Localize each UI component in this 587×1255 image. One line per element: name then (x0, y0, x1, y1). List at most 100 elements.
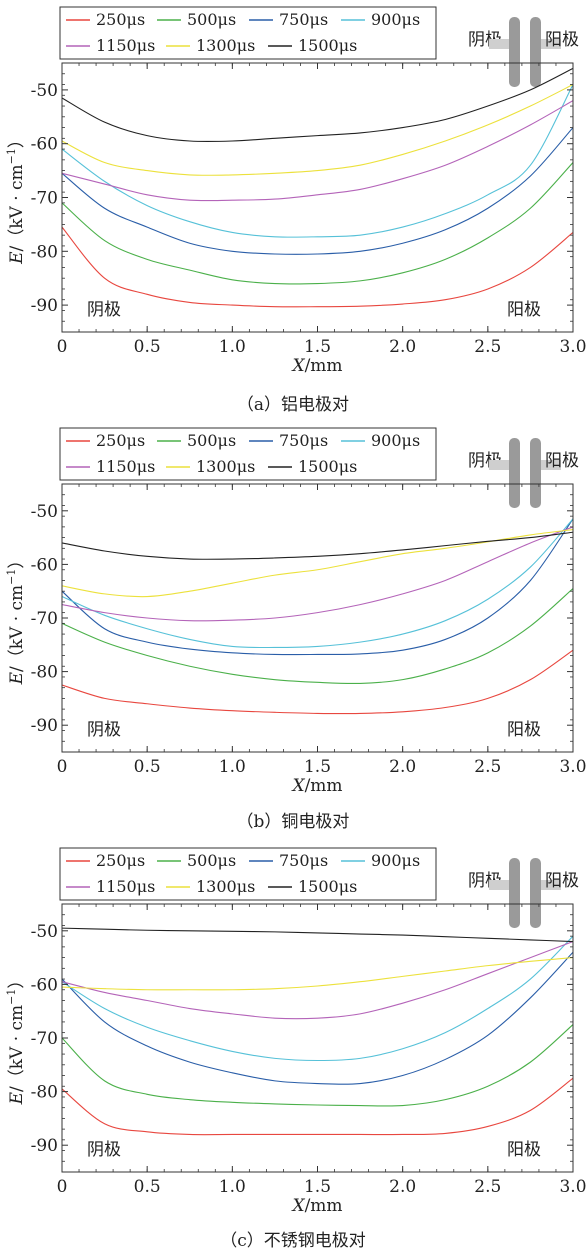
legend-item: 500μs (157, 851, 236, 870)
legend-item: 1300μs (166, 877, 255, 896)
legend: 250μs 500μs 750μs 900μs 1150μs 1300μs 1500μs (59, 6, 437, 60)
x-tick-label: 1.5 (304, 757, 331, 777)
x-tick-label: 0 (57, 1177, 68, 1197)
series-line-1150μs (62, 526, 573, 622)
x-tick-label: 0 (57, 757, 68, 777)
cathode-lead (489, 39, 509, 49)
x-tick-label: 0 (57, 337, 68, 357)
y-axis-label-var: E (7, 251, 27, 265)
x-tick-label: 2.5 (474, 337, 501, 357)
electrode-icon: 阴极 阳极 (468, 858, 579, 928)
y-axis-label-exp: −1 (5, 148, 18, 164)
chart-panel-c: 250μs 500μs 750μs 900μs 1150μs 1300μs 1500μs 阴极… (5, 847, 587, 1251)
cathode-annotation: 阴极 (87, 300, 121, 320)
legend-label: 250μs (96, 10, 145, 29)
legend-label: 750μs (279, 851, 328, 870)
legend-label: 1150μs (96, 36, 155, 55)
electrode-icon: 阴极 阳极 (468, 438, 579, 508)
y-tick-label: -90 (31, 1136, 58, 1156)
series-lines (62, 518, 573, 715)
electrode-icon: 阴极 阳极 (468, 17, 579, 87)
x-axis-label-var: X (290, 1196, 305, 1216)
legend-item: 1500μs (268, 457, 357, 476)
cathode-lead (489, 880, 509, 890)
x-tick-label: 3.0 (559, 757, 586, 777)
legend-item: 1500μs (268, 877, 357, 896)
x-axis-label: X/mm (290, 776, 342, 796)
series-lines (62, 67, 573, 308)
x-tick-label: 1.0 (219, 757, 246, 777)
legend-item: 250μs (66, 851, 145, 870)
plot-frame (61, 483, 574, 753)
y-axis-label: E/（kV · cm−1） (5, 552, 27, 686)
anode-label: 阳极 (545, 871, 579, 891)
x-tick-label: 0.5 (134, 757, 161, 777)
legend-label: 1500μs (298, 877, 357, 896)
y-tick-label: -70 (31, 189, 58, 209)
series-line-1500μs (62, 67, 573, 143)
y-tick-label: -50 (31, 81, 58, 101)
panel-caption: （a）铝电极对 (237, 395, 349, 415)
legend-item: 250μs (66, 431, 145, 450)
series-line-500μs (62, 1024, 573, 1107)
series-line-500μs (62, 588, 573, 685)
y-axis-label-close: ） (7, 131, 27, 148)
anode-annotation: 阳极 (507, 720, 541, 740)
series-line-900μs (62, 518, 573, 649)
series-line-1300μs (62, 84, 573, 176)
x-tick-label: 1.0 (219, 337, 246, 357)
anode-plate (530, 438, 541, 508)
chart-panel-b: 250μs 500μs 750μs 900μs 1150μs 1300μs 1500μs 阴极… (5, 427, 587, 832)
y-axis-label-var: E (7, 1091, 27, 1105)
y-axis-label-unit: /（kV · cm (7, 1005, 27, 1092)
legend-item: 500μs (157, 431, 236, 450)
legend-label: 1300μs (196, 877, 255, 896)
x-tick-label: 2.0 (389, 1177, 416, 1197)
anode-label: 阳极 (545, 451, 579, 471)
x-tick-label: 3.0 (559, 337, 586, 357)
y-tick-label: -60 (31, 555, 58, 575)
series-line-250μs (62, 1077, 573, 1136)
panel-caption: （c）不锈钢电极对 (220, 1231, 366, 1251)
y-axis-label-unit: /（kV · cm (7, 585, 27, 672)
legend-item: 750μs (249, 431, 328, 450)
y-axis-label-close: ） (7, 972, 27, 989)
y-axis-label: E/（kV · cm−1） (5, 131, 27, 265)
y-tick-label: -80 (31, 1083, 58, 1103)
y-axis-label-unit: /（kV · cm (7, 164, 27, 251)
anode-annotation: 阳极 (507, 1140, 541, 1160)
y-tick-label: -80 (31, 242, 58, 262)
legend-item: 1500μs (268, 36, 357, 55)
y-tick-label: -90 (31, 716, 58, 736)
y-tick-label: -70 (31, 609, 58, 629)
legend-label: 1150μs (96, 457, 155, 476)
series-line-1150μs (62, 100, 573, 202)
series-line-1300μs (62, 957, 573, 991)
y-tick-label: -70 (31, 1029, 58, 1049)
legend-box (59, 427, 437, 481)
x-axis-label-unit: /mm (305, 776, 343, 796)
cathode-plate (509, 858, 520, 928)
legend-label: 1300μs (196, 36, 255, 55)
legend: 250μs 500μs 750μs 900μs 1150μs 1300μs 1500μs (59, 427, 437, 481)
x-axis-label-var: X (290, 776, 305, 796)
series-line-750μs (62, 127, 573, 255)
legend-label: 750μs (279, 431, 328, 450)
legend-label: 900μs (371, 10, 420, 29)
series-line-1150μs (62, 941, 573, 1020)
x-tick-label: 0.5 (134, 1177, 161, 1197)
legend-label: 750μs (279, 10, 328, 29)
legend-item: 900μs (341, 10, 420, 29)
legend-label: 250μs (96, 431, 145, 450)
legend-item: 1150μs (66, 877, 155, 896)
x-axis-label-unit: /mm (305, 356, 343, 376)
series-line-1500μs (62, 927, 573, 943)
y-axis-label-var: E (7, 671, 27, 685)
panel-caption: （b）铜电极对 (237, 812, 350, 832)
series-line-1300μs (62, 529, 573, 598)
y-axis-label-exp: −1 (5, 569, 18, 585)
legend-label: 500μs (187, 431, 236, 450)
series-line-750μs (62, 951, 573, 1085)
x-axis-label-unit: /mm (305, 1196, 343, 1216)
y-tick-label: -50 (31, 922, 58, 942)
